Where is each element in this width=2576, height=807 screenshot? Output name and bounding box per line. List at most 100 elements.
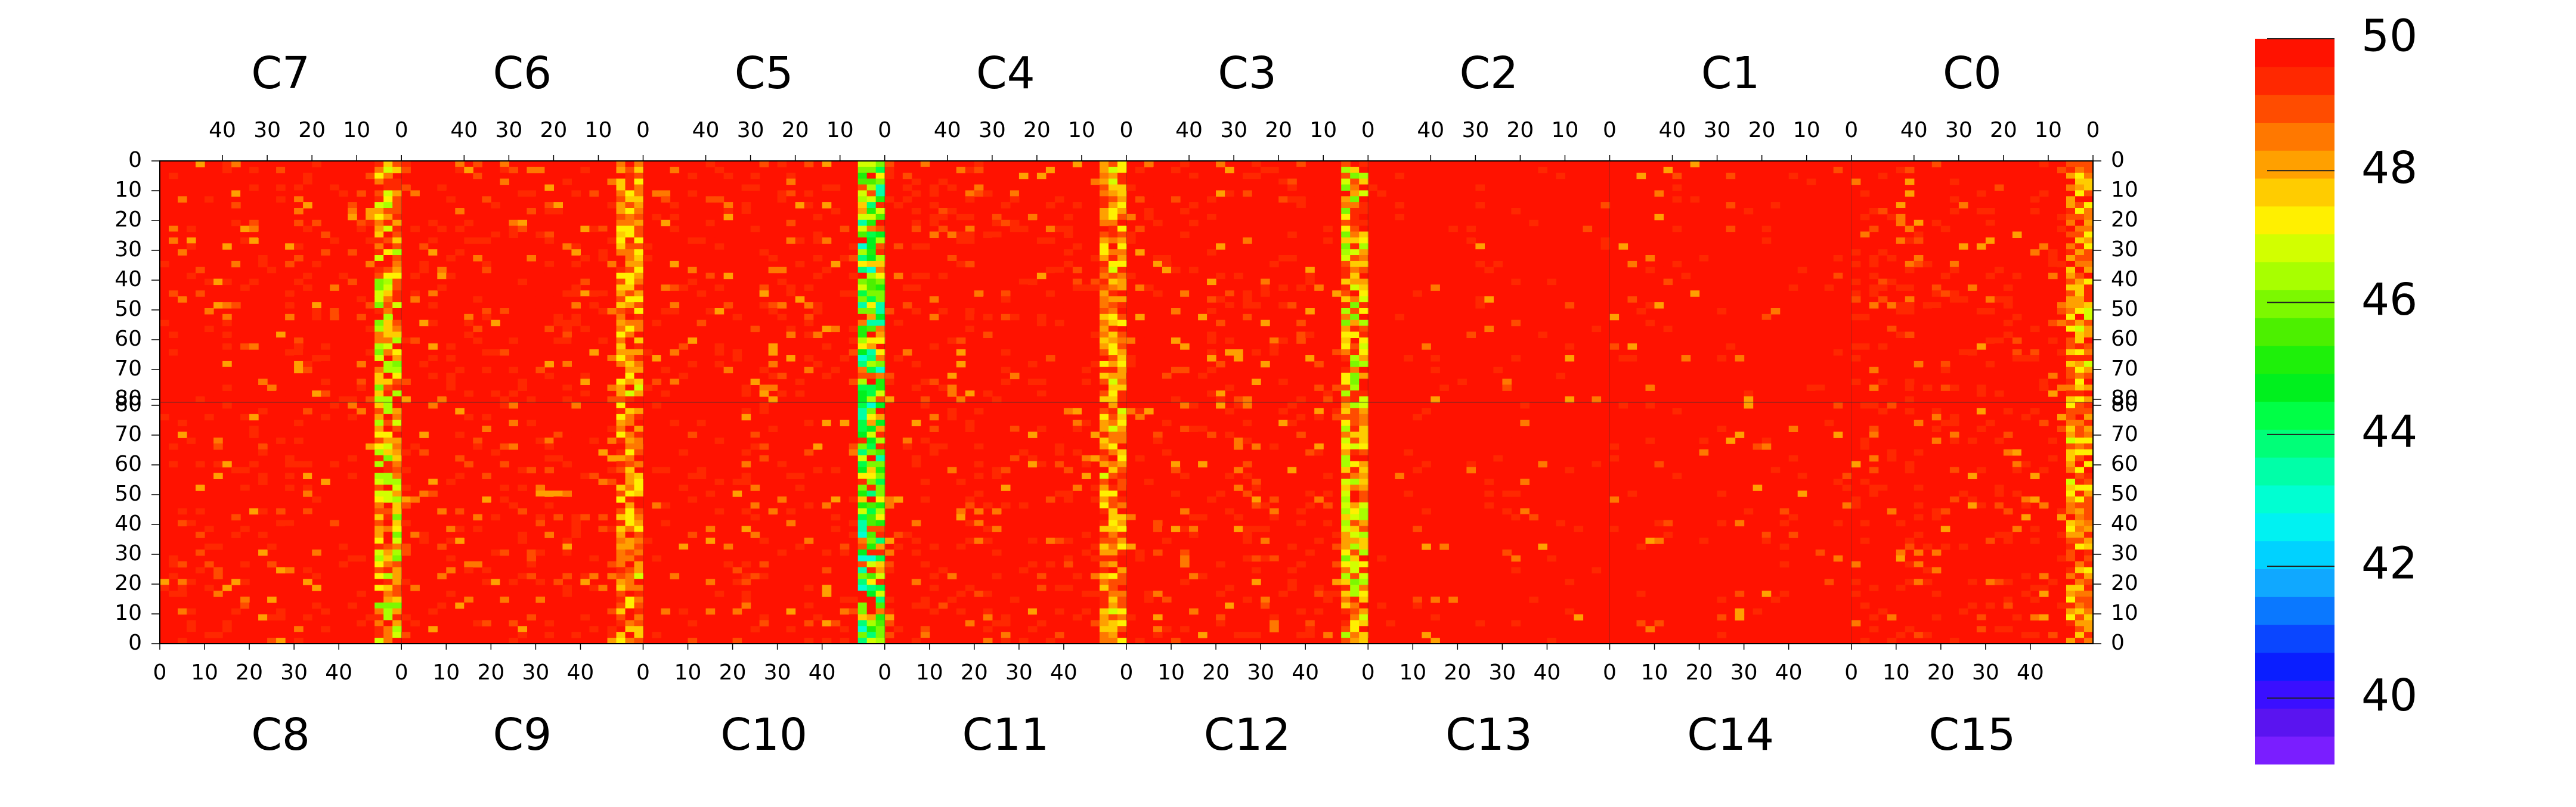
heatmap-cell	[2084, 302, 2094, 309]
heatmap-cell	[2075, 373, 2085, 380]
heatmap-cell	[1287, 544, 1297, 550]
heatmap-cell	[169, 461, 178, 468]
heatmap-cell	[1833, 555, 1843, 562]
heatmap-cell	[1869, 508, 1879, 515]
heatmap-cell	[267, 208, 277, 215]
heatmap-cell	[2030, 343, 2040, 350]
heatmap-cell	[580, 290, 590, 297]
heatmap-cell	[875, 337, 886, 344]
heatmap-cell	[1261, 597, 1270, 603]
heatmap-cell	[634, 349, 644, 356]
colorbar-segment	[2255, 569, 2334, 597]
heatmap-cell	[455, 249, 465, 256]
heatmap-cell	[607, 378, 617, 385]
heatmap-cell	[625, 461, 635, 468]
heatmap-cell	[455, 455, 465, 462]
heatmap-cell	[1994, 626, 2004, 632]
heatmap-cell	[240, 343, 250, 350]
heatmap-cell	[1914, 532, 1924, 538]
heatmap-cell	[213, 302, 223, 309]
top-x-tick-label: 30	[1945, 118, 1973, 142]
heatmap-cell	[2057, 302, 2067, 309]
heatmap-cell	[750, 373, 760, 380]
heatmap-cell	[1949, 308, 1959, 315]
heatmap-cell	[2075, 597, 2085, 603]
heatmap-cell	[768, 255, 778, 262]
heatmap-cell	[1985, 408, 1995, 415]
heatmap-cell	[1054, 266, 1064, 274]
heatmap-cell	[929, 219, 939, 226]
heatmap-cell	[428, 296, 438, 303]
heatmap-cell	[231, 202, 241, 209]
heatmap-cell	[822, 420, 832, 427]
heatmap-cell	[634, 390, 644, 397]
heatmap-cell	[222, 190, 232, 197]
heatmap-cell	[410, 538, 420, 544]
heatmap-cell	[1109, 467, 1118, 474]
heatmap-cell	[1583, 225, 1593, 232]
heatmap-cell	[213, 573, 223, 579]
y-tick-label-left: 10	[114, 178, 142, 202]
heatmap-cell	[1314, 585, 1324, 591]
heatmap-cell	[518, 349, 527, 356]
heatmap-cell	[1797, 266, 1807, 274]
heatmap-cell	[705, 526, 716, 532]
heatmap-cell	[1305, 331, 1315, 338]
heatmap-cell	[1350, 420, 1360, 427]
heatmap-cell	[866, 196, 877, 203]
heatmap-cell	[616, 196, 626, 203]
heatmap-cell	[1171, 526, 1181, 532]
heatmap-cell	[1261, 290, 1270, 297]
heatmap-cell	[1332, 408, 1342, 415]
top-x-tick-label: 40	[1659, 118, 1686, 142]
heatmap-cell	[804, 479, 814, 485]
heatmap-cell	[634, 585, 644, 591]
heatmap-cell	[285, 314, 295, 321]
heatmap-cell	[482, 579, 491, 585]
heatmap-cell	[1091, 284, 1100, 291]
heatmap-cell	[348, 396, 357, 403]
top-x-tick-label: 0	[878, 118, 891, 142]
heatmap-cell	[1985, 420, 1995, 427]
heatmap-cell	[1967, 496, 1977, 503]
heatmap-cell	[1072, 384, 1082, 391]
heatmap-cell	[965, 190, 975, 197]
heatmap-cell	[571, 402, 581, 409]
heatmap-cell	[1869, 237, 1879, 244]
heatmap-cell	[482, 620, 491, 626]
heatmap-cell	[222, 461, 232, 468]
heatmap-cell	[1797, 491, 1807, 497]
heatmap-cell	[857, 579, 868, 585]
heatmap-cell	[1511, 208, 1521, 215]
heatmap-cell	[1117, 361, 1127, 368]
heatmap-cell	[1198, 550, 1208, 556]
heatmap-cell	[1422, 343, 1431, 350]
heatmap-cell	[625, 355, 635, 362]
heatmap-cell	[634, 361, 644, 368]
heatmap-cell	[330, 520, 339, 527]
heatmap-cell	[518, 538, 527, 544]
heatmap-cell	[1663, 520, 1673, 527]
heatmap-cell	[1287, 178, 1297, 185]
heatmap-cell	[1314, 520, 1324, 527]
heatmap-cell	[312, 272, 321, 280]
heatmap-cell	[383, 443, 393, 450]
heatmap-cell	[285, 473, 295, 479]
heatmap-cell	[625, 278, 635, 285]
heatmap-cell	[625, 567, 635, 574]
heatmap-cell	[562, 550, 572, 556]
heatmap-cell	[1109, 485, 1118, 491]
heatmap-cell	[831, 325, 841, 333]
heatmap-cell	[276, 196, 286, 203]
heatmap-cell	[2084, 608, 2094, 615]
heatmap-cell	[2003, 408, 2013, 415]
heatmap-cell	[1117, 166, 1127, 173]
top-x-tick-label: 20	[1507, 118, 1534, 142]
heatmap-cell	[1171, 337, 1181, 344]
heatmap-cell	[2048, 579, 2058, 585]
heatmap-cell	[920, 272, 930, 280]
heatmap-cell	[374, 373, 384, 380]
heatmap-cell	[1833, 608, 1843, 615]
heatmap-cell	[616, 367, 626, 374]
heatmap-cell	[1100, 467, 1109, 474]
